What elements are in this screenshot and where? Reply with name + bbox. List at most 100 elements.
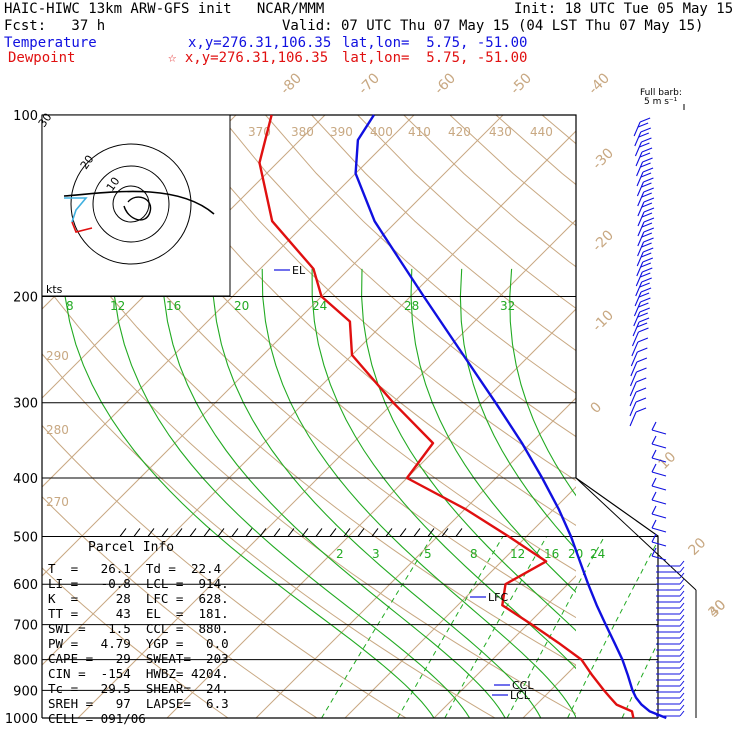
- isotherm-label: -60: [432, 70, 459, 97]
- wind-barb-flag: [679, 650, 685, 657]
- mixing-ratio-line: [694, 537, 740, 719]
- hatch-mark: [413, 528, 421, 537]
- dry-adiabat-line: [588, 115, 740, 718]
- pressure-tick-label: 200: [13, 291, 38, 306]
- dry-adiabat-line: [357, 115, 576, 309]
- hatch-mark: [399, 528, 407, 537]
- dry-adiabat-line: [80, 115, 576, 572]
- dry-adiabat-line: [42, 424, 407, 718]
- mixing-ratio-line: [721, 537, 740, 719]
- wind-barb-staff: [651, 513, 667, 519]
- wind-barb-staff: [634, 291, 642, 307]
- mixing-ratio-line: [397, 536, 504, 718]
- header-line1-left: HAIC-HIWC 13km ARW-GFS init NCAR/MMM: [4, 1, 325, 17]
- wind-barb-staff: [637, 191, 645, 207]
- hatch-mark: [203, 528, 211, 537]
- mixing-ratio-line: [444, 536, 548, 718]
- mixing-ratio-label: 20: [234, 299, 249, 313]
- theta-label: 270: [46, 495, 69, 509]
- wind-barb-flag: [641, 182, 652, 188]
- wind-barb-staff: [636, 181, 644, 197]
- moist-adiabat-line: [161, 268, 506, 718]
- header-line1-right: Init: 18 UTC Tue 05 May 15: [514, 1, 734, 17]
- parcel-info-row: SWI = 1.5 CCL = 880.: [48, 621, 229, 636]
- isotherm-line: [42, 115, 415, 488]
- wind-barb-staff: [637, 231, 645, 247]
- wind-barb-staff: [630, 351, 638, 367]
- hodograph-storm-loop: [123, 196, 152, 221]
- dry-adiabat-line: [42, 352, 496, 718]
- parcel-info-row: PW = 4.79 YGP = 0.0: [48, 636, 229, 651]
- wind-barb-flag: [640, 262, 652, 268]
- theta-label: 290: [46, 349, 69, 363]
- wind-barb-flag: [679, 584, 685, 591]
- isotherm-line: [701, 115, 740, 718]
- wind-barb-staff: [651, 527, 667, 533]
- hatch-mark: [259, 528, 267, 537]
- isotherm-label: -80: [278, 70, 305, 97]
- dewpoint-legend-label: Dewpoint: [8, 50, 76, 66]
- wind-barb-staff: [631, 341, 639, 357]
- wind-barb-flag: [679, 578, 685, 585]
- mixing-ratio-label: 5: [424, 547, 432, 561]
- hatch-mark: [175, 528, 183, 537]
- isotherm-label: 10: [656, 449, 680, 473]
- wind-barb-flag: [636, 367, 647, 373]
- dry-adiabat-line: [172, 115, 576, 482]
- isotherm-line: [522, 664, 576, 718]
- hodograph-trace: [63, 190, 215, 215]
- wind-barb-flag: [679, 704, 685, 711]
- wind-barb-staff: [651, 541, 667, 547]
- wind-barb-flag: [651, 421, 657, 431]
- wind-barb-flag: [651, 505, 657, 515]
- isotherm-label: -20: [590, 227, 617, 254]
- parcel-info-table: T = 26.1 Td = 22.4 LI = -0.8 LCL = 914. K …: [48, 561, 229, 726]
- wind-barb-flag: [651, 435, 657, 445]
- isotherm-line: [255, 397, 576, 718]
- hodograph-ring: [92, 165, 170, 243]
- parcel-info-row: TT = 43 EL = 181.: [48, 606, 229, 621]
- dry-adiabat-line: [42, 496, 318, 718]
- wind-barb-flag: [651, 463, 657, 473]
- hodograph-frame: [41, 114, 231, 297]
- wind-barb-staff: [651, 457, 667, 463]
- hatch-mark: [329, 528, 337, 537]
- isotherm-label: -30: [590, 145, 617, 172]
- el-level-label: EL: [292, 264, 306, 277]
- wind-barb-staff: [651, 471, 667, 477]
- hatch-mark: [119, 528, 127, 537]
- mixing-ratio-label: 2: [336, 547, 344, 561]
- wind-barb-flag: [679, 656, 685, 663]
- hatch-mark: [273, 528, 281, 537]
- isotherm-line: [612, 115, 740, 718]
- wind-barb-flag: [639, 142, 650, 148]
- wind-barb-flag: [679, 614, 685, 621]
- wind-barb-flag: [643, 187, 654, 193]
- pressure-tick-label: 300: [13, 397, 38, 412]
- hodograph-units-label: kts: [46, 283, 63, 296]
- dewpoint-latlon: lat,lon= 5.75, -51.00: [342, 50, 528, 66]
- wind-barb-flag: [643, 177, 654, 183]
- wind-barb-flag: [651, 547, 657, 557]
- hatch-mark: [161, 528, 169, 537]
- wind-barb-flag: [641, 137, 652, 143]
- wind-barb-flag: [637, 122, 649, 128]
- wind-barb-flag: [638, 327, 649, 333]
- wind-barb-staff: [630, 361, 638, 377]
- skew-edge-line: [575, 477, 697, 591]
- isotherm-label: 20: [686, 535, 710, 559]
- mixing-ratio-label: 8: [66, 299, 74, 313]
- theta-label: 400: [370, 125, 393, 139]
- wind-barb-staff: [629, 391, 637, 407]
- theta-label: 430: [489, 125, 512, 139]
- wind-barb-flag: [636, 377, 647, 383]
- moist-adiabat-line: [62, 268, 435, 718]
- hodograph-ring: [70, 143, 192, 265]
- hatch-mark: [147, 528, 155, 537]
- wind-barb-flag: [638, 292, 650, 298]
- wind-barb-flag: [651, 449, 657, 459]
- wind-barb-flag: [640, 172, 652, 178]
- wind-barb-flag: [636, 322, 648, 328]
- wind-barb-staff: [633, 121, 641, 137]
- isotherm-label: -70: [356, 70, 383, 97]
